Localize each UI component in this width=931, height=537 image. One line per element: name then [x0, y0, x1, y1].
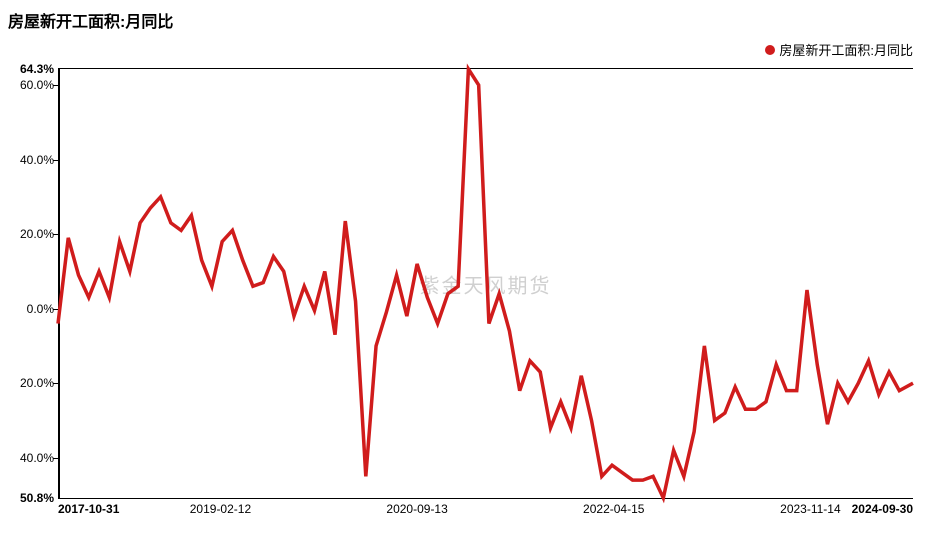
legend-marker-icon: [765, 45, 775, 55]
legend-label: 房屋新开工面积:月同比: [779, 40, 913, 59]
y-tick: [53, 160, 58, 161]
chart-container: 房屋新开工面积:月同比 房屋新开工面积:月同比 紫金天风期货 64.3%60.0…: [8, 8, 923, 529]
y-tick: [53, 383, 58, 384]
y-tick: [53, 458, 58, 459]
x-tick-label: 2024-09-30: [852, 498, 913, 516]
series-line: [58, 69, 913, 498]
x-tick-label: 2019-02-12: [190, 498, 251, 516]
y-tick-label: 64.3%: [20, 62, 58, 76]
y-tick: [53, 234, 58, 235]
x-tick-label: 2022-04-15: [583, 498, 644, 516]
x-tick-label: 2020-09-13: [386, 498, 447, 516]
x-tick-label: 2017-10-31: [58, 498, 119, 516]
y-tick-label: 50.8%: [20, 491, 58, 505]
plot-area: 紫金天风期货 64.3%60.0%40.0%20.0%0.0%20.0%40.0…: [58, 68, 913, 499]
y-tick: [53, 85, 58, 86]
x-tick-label: 2023-11-14: [780, 498, 841, 516]
line-chart-svg: [58, 69, 913, 498]
y-tick: [53, 309, 58, 310]
chart-title: 房屋新开工面积:月同比: [8, 8, 923, 32]
legend: 房屋新开工面积:月同比: [765, 40, 913, 59]
